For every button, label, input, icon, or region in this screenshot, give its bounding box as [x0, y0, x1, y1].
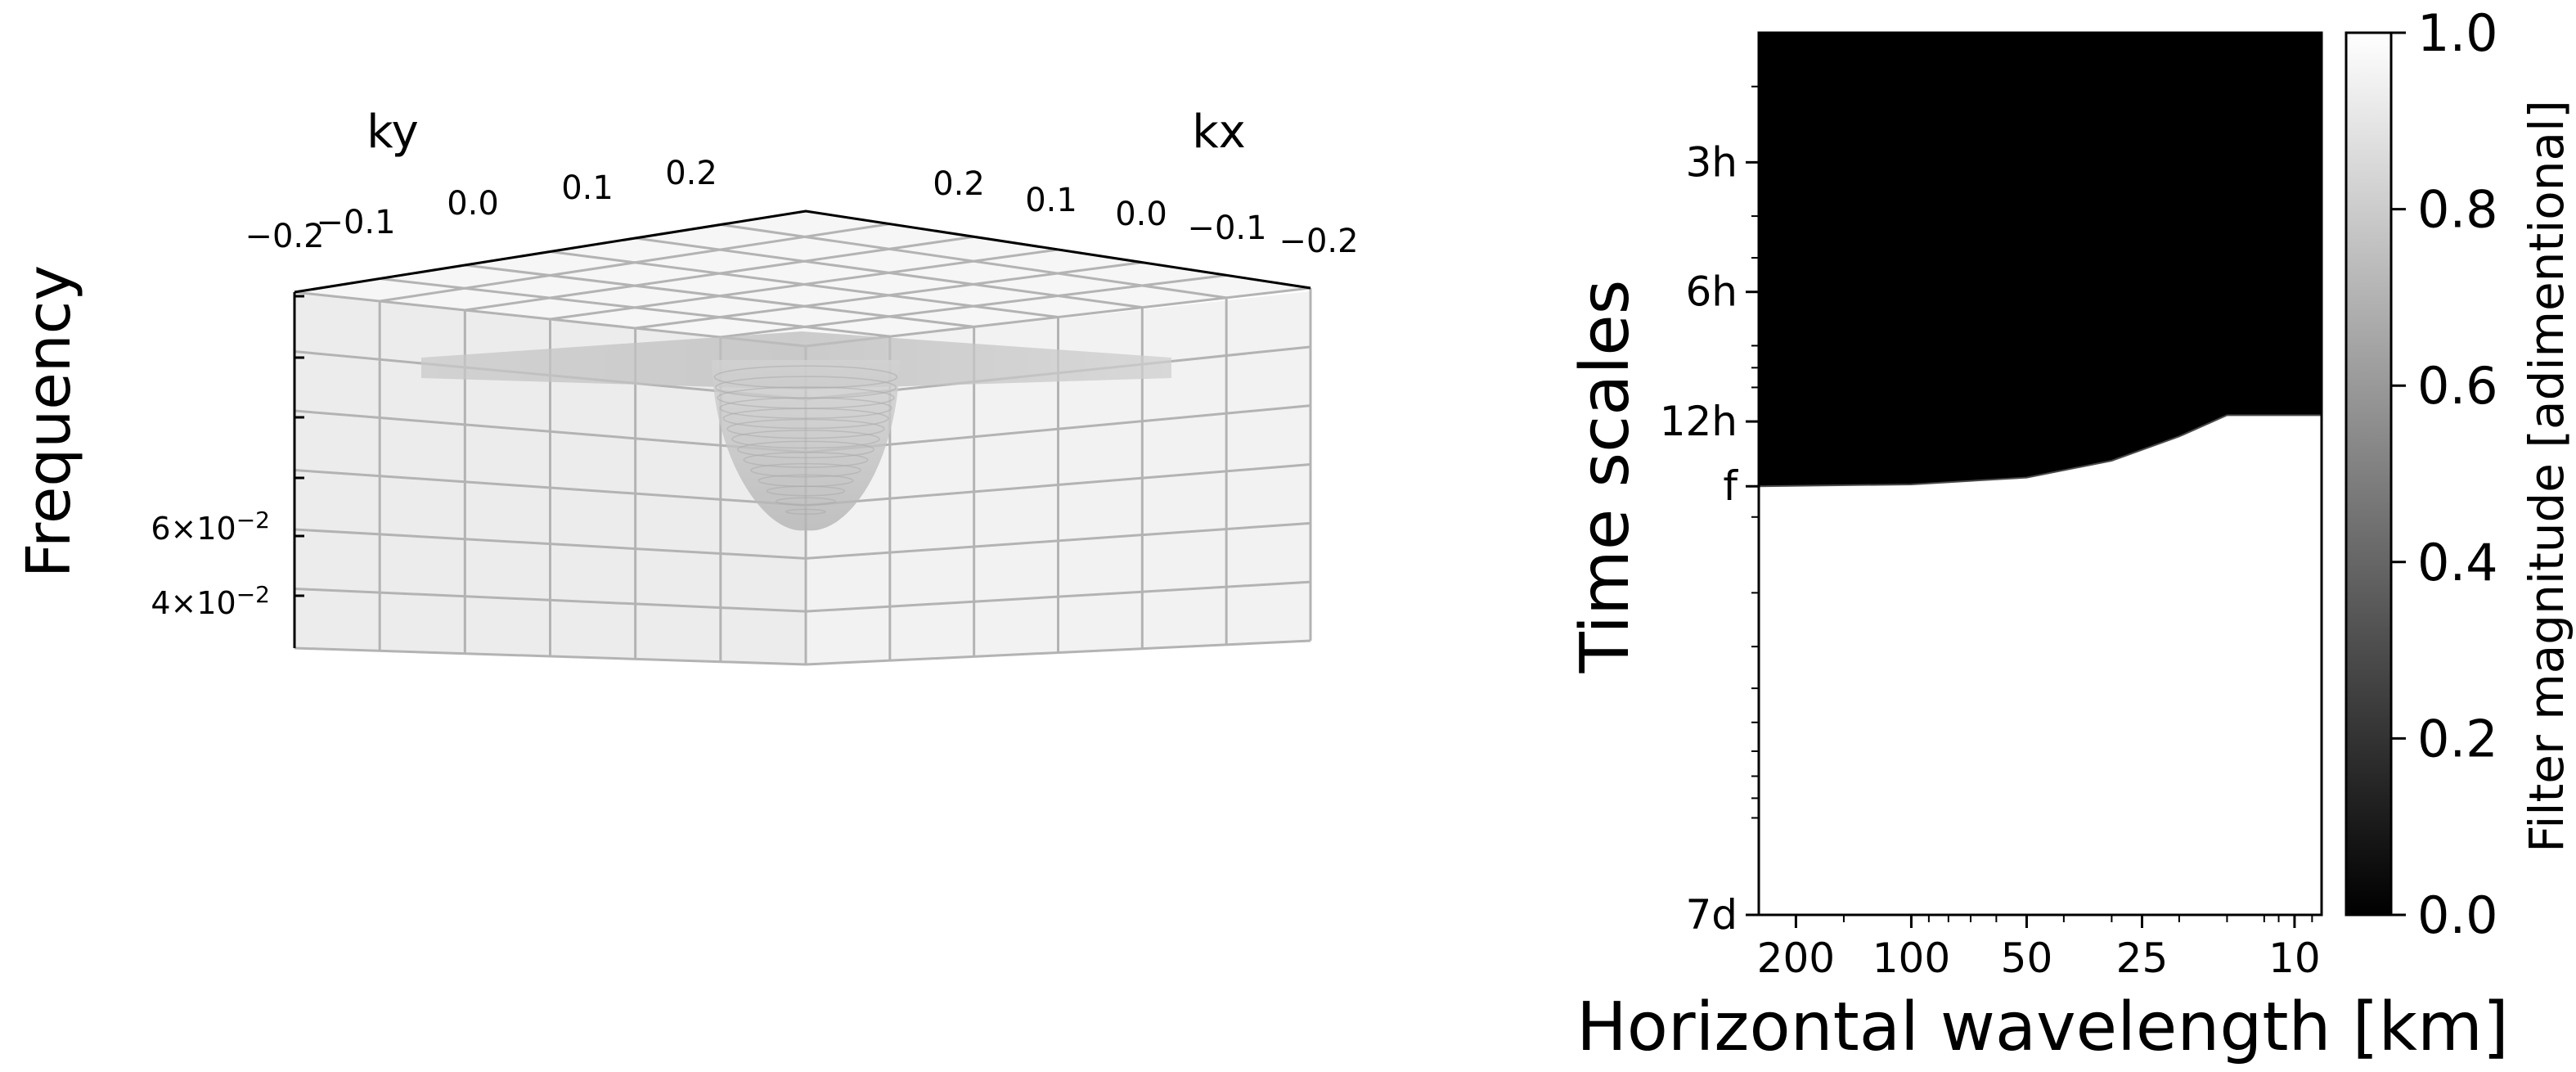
ky-tick-label: −0.1	[316, 204, 395, 241]
colorbar-tick-label: 1.0	[2417, 3, 2498, 63]
time-scales-axis-label: Time scales	[1567, 280, 1644, 674]
z-tick-label: 4×10−2	[151, 581, 270, 621]
kx-tick-label: 0.0	[1115, 196, 1167, 233]
cone-contour	[713, 365, 898, 389]
ky-axis-label: ky	[366, 106, 419, 159]
colorbar	[2344, 31, 2393, 917]
colorbar-tick-label: 0.8	[2417, 180, 2498, 240]
surface-cone-contours	[713, 365, 898, 515]
cone-contour	[731, 430, 880, 449]
top-pane	[294, 211, 1310, 346]
z-tick-label: 6×10−2	[151, 507, 270, 547]
colorbar-tick-label: 0.2	[2417, 709, 2498, 768]
y-tick-label: f	[1723, 462, 1738, 510]
x-tick-label: 200	[1757, 935, 1835, 982]
kx-tick-label: 0.2	[933, 165, 985, 203]
cone-contour	[785, 508, 826, 515]
colorbar-tick-label: 0.6	[2417, 356, 2498, 416]
kx-tick-label: −0.1	[1187, 209, 1266, 247]
grid-line	[294, 639, 1311, 666]
grid-line	[294, 521, 1311, 560]
cone-contour	[726, 418, 885, 439]
y-tick-label: 12h	[1660, 398, 1738, 445]
x-tick-label: 100	[1872, 935, 1950, 982]
kx-tick-label: −0.2	[1279, 223, 1358, 260]
surface-3d-plot: −0.2−0.1 0.0 0.1 0.2 0.2 0.1 0.0 −0.1 −0.26×10−2…	[14, 106, 1359, 666]
cone-contour	[743, 452, 869, 468]
colorbar-label: Filter magnitude [adimentional]	[2519, 100, 2574, 853]
heatmap-frame	[1757, 31, 2323, 917]
y-tick-label: 6h	[1685, 268, 1738, 316]
frequency-axis-label: Frequency	[14, 265, 84, 578]
grid-line	[805, 286, 1311, 348]
grid-line	[294, 580, 1311, 613]
ticks-3d: −0.2−0.1 0.0 0.1 0.2 0.2 0.1 0.0 −0.1 −0.26×10−2…	[151, 155, 1358, 621]
cone-contour	[722, 408, 889, 430]
kx-tick-label: 0.1	[1025, 182, 1077, 219]
ky-tick-label: 0.1	[561, 169, 614, 207]
cone-contour	[736, 440, 875, 459]
heatmap-ticks: 200 100 50 25 10 3h 6h 12h f 7d	[1660, 85, 2321, 982]
wavelength-axis-label: Horizontal wavelength [km]	[1576, 989, 2509, 1066]
colorbar-tick-label: 0.0	[2417, 885, 2498, 945]
x-tick-label: 25	[2116, 935, 2169, 982]
ky-tick-label: 0.2	[665, 155, 717, 192]
cone-contour	[766, 485, 846, 497]
x-tick-label: 10	[2268, 935, 2321, 982]
grid-line	[720, 273, 1227, 339]
top-edge	[294, 209, 1311, 294]
cone-contour	[719, 397, 892, 419]
cone-contour	[750, 462, 861, 478]
colorbar-ticks: 0.0 0.2 0.4 0.6 0.8 1.0	[2391, 3, 2498, 945]
y-tick-label: 7d	[1685, 891, 1738, 939]
surface-cone	[712, 360, 900, 531]
kx-axis-label: kx	[1192, 106, 1246, 159]
ky-tick-label: 0.0	[447, 185, 499, 223]
colorbar-tick-label: 0.4	[2417, 533, 2498, 592]
y-tick-label: 3h	[1685, 138, 1738, 186]
ky-tick-label: −0.2	[245, 218, 324, 255]
x-tick-label: 50	[2001, 935, 2053, 982]
cone-contour	[775, 497, 837, 506]
filter-heatmap: 200 100 50 25 10 3h 6h 12h f 7d Time scales Horiz…	[1567, 3, 2574, 1066]
